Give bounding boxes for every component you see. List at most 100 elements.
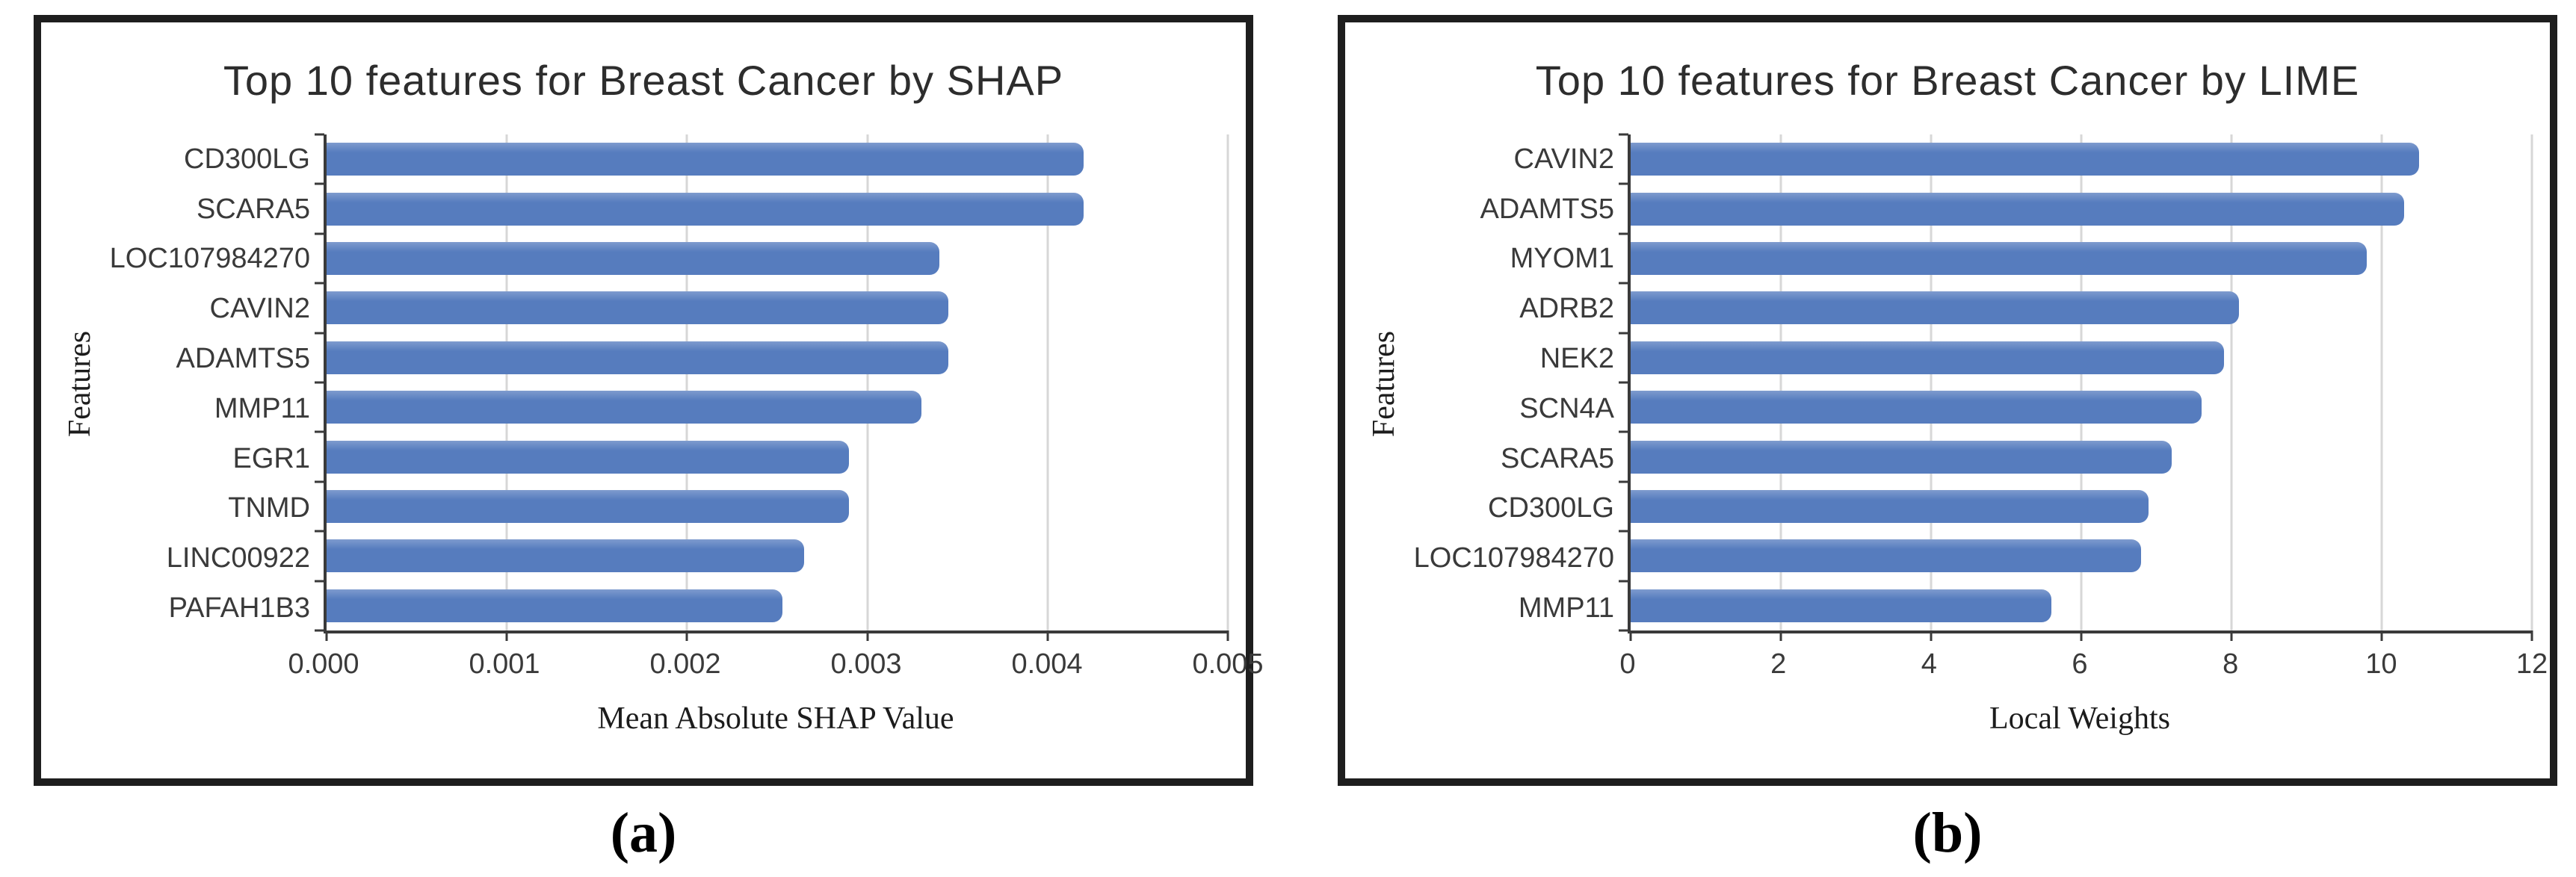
gridline <box>1226 134 1229 630</box>
category-labels: CAVIN2 ADAMTS5 MYOM1 ADRB2 NEK2 SCN4A SCARA5 CD… <box>1345 134 1614 633</box>
y-tick-mark <box>315 629 324 632</box>
bar-row <box>327 184 1228 233</box>
y-tick-mark <box>1619 133 1628 136</box>
gridline <box>2230 134 2233 630</box>
bar-row <box>1631 234 2532 283</box>
x-axis-label: Mean Absolute SHAP Value <box>597 701 954 736</box>
x-tick-mark <box>2530 630 2533 641</box>
bar-adamts5 <box>327 341 949 374</box>
y-tick-mark <box>315 430 324 433</box>
bar-row <box>1631 482 2532 531</box>
x-tick-label: 0.003 <box>830 648 902 680</box>
x-tick-labels: 0 2 4 6 8 10 12 <box>1619 648 2548 687</box>
subfigure-caption-a: (a) <box>610 802 677 864</box>
x-tick-mark <box>505 630 508 641</box>
category-label-adrb2: ADRB2 <box>1519 293 1614 325</box>
x-tick-mark <box>325 630 328 641</box>
x-tick-label: 10 <box>2365 648 2397 680</box>
category-label-mmp11: MMP11 <box>214 392 310 424</box>
bar-linc00922 <box>327 539 805 573</box>
bar-cavin2 <box>327 291 949 325</box>
bar-tnmd <box>327 490 850 524</box>
bar-row <box>1631 432 2532 481</box>
shap-bar-chart: Top 10 features for Breast Cancer by SHA… <box>41 22 1264 778</box>
bar-row <box>327 234 1228 283</box>
category-label-linc00922: LINC00922 <box>166 542 310 574</box>
gridline <box>2530 134 2533 630</box>
gridline <box>1930 134 1933 630</box>
category-label-loc107984270: LOC107984270 <box>1413 542 1614 574</box>
category-label-scara5: SCARA5 <box>1500 442 1614 474</box>
bar-row <box>1631 333 2532 382</box>
bar-cd300lg <box>327 143 1084 176</box>
x-tick-label: 0.000 <box>288 648 359 680</box>
bar-row <box>327 382 1228 432</box>
y-tick-mark <box>1619 232 1628 235</box>
y-tick-mark <box>1619 629 1628 632</box>
y-tick-mark <box>1619 332 1628 335</box>
x-tick-label: 4 <box>1921 648 1937 680</box>
gridline <box>866 134 869 630</box>
x-tick-label: 6 <box>2072 648 2088 680</box>
bar-cd300lg <box>1631 490 2149 524</box>
category-label-tnmd: TNMD <box>228 492 310 524</box>
x-tick-mark <box>1629 630 1632 641</box>
bar-row <box>1631 283 2532 332</box>
category-label-scn4a: SCN4A <box>1519 392 1614 424</box>
x-tick-label: 0.004 <box>1011 648 1083 680</box>
bar-series <box>1631 134 2532 630</box>
panel-shap: Top 10 features for Breast Cancer by SHA… <box>34 15 1264 786</box>
plot-area <box>315 133 1229 641</box>
x-tick-mark <box>685 630 688 641</box>
category-labels: CD300LG SCARA5 LOC107984270 CAVIN2 ADAMTS5 MM… <box>41 134 310 633</box>
bar-row <box>1631 581 2532 630</box>
bar-myom1 <box>1631 242 2367 276</box>
bar-loc107984270 <box>1631 539 2142 573</box>
category-label-adamts5: ADAMTS5 <box>176 343 310 375</box>
y-tick-mark <box>1619 580 1628 583</box>
gridline <box>2380 134 2383 630</box>
x-tick-mark <box>2380 630 2383 641</box>
bar-adamts5 <box>1631 192 2405 226</box>
x-tick-label: 0.002 <box>649 648 721 680</box>
bar-mmp11 <box>327 391 921 424</box>
category-label-pafah1b3: PAFAH1B3 <box>168 592 310 625</box>
bar-row <box>1631 134 2532 184</box>
bar-scara5 <box>1631 440 2172 474</box>
x-tick-label: 2 <box>1770 648 1787 680</box>
x-tick-label: 8 <box>2223 648 2239 680</box>
x-tick-mark <box>1226 630 1229 641</box>
y-tick-mark <box>315 480 324 483</box>
bar-nek2 <box>1631 341 2224 374</box>
y-tick-mark <box>315 530 324 533</box>
x-tick-label: 12 <box>2515 648 2548 680</box>
gridline <box>685 134 688 630</box>
y-tick-mark <box>1619 430 1628 433</box>
y-tick-mark <box>315 133 324 136</box>
bar-egr1 <box>327 440 850 474</box>
y-tick-mark <box>1619 182 1628 185</box>
category-label-cd300lg: CD300LG <box>184 143 310 175</box>
bar-row <box>327 432 1228 481</box>
chart-title: Top 10 features for Breast Cancer by SHA… <box>223 57 1064 104</box>
x-tick-label: 0.005 <box>1192 648 1264 680</box>
bar-row <box>327 134 1228 184</box>
category-label-adamts5: ADAMTS5 <box>1480 193 1614 225</box>
bar-loc107984270 <box>327 242 940 276</box>
bar-row <box>1631 382 2532 432</box>
bar-cavin2 <box>1631 143 2420 176</box>
bar-row <box>1631 184 2532 233</box>
bar-row <box>1631 531 2532 580</box>
bar-row <box>327 482 1228 531</box>
x-tick-label: 0.001 <box>469 648 540 680</box>
panel-lime: Top 10 features for Breast Cancer by LIM… <box>1338 15 2557 786</box>
category-label-mmp11: MMP11 <box>1518 592 1614 625</box>
plot-area <box>1619 133 2533 641</box>
gridline <box>2080 134 2083 630</box>
x-tick-label: 0 <box>1619 648 1636 680</box>
x-tick-mark <box>1930 630 1933 641</box>
x-tick-labels: 0.000 0.001 0.002 0.003 0.004 0.005 <box>288 648 1263 687</box>
category-label-myom1: MYOM1 <box>1510 243 1614 275</box>
category-label-scara5: SCARA5 <box>196 193 310 225</box>
y-tick-mark <box>315 580 324 583</box>
